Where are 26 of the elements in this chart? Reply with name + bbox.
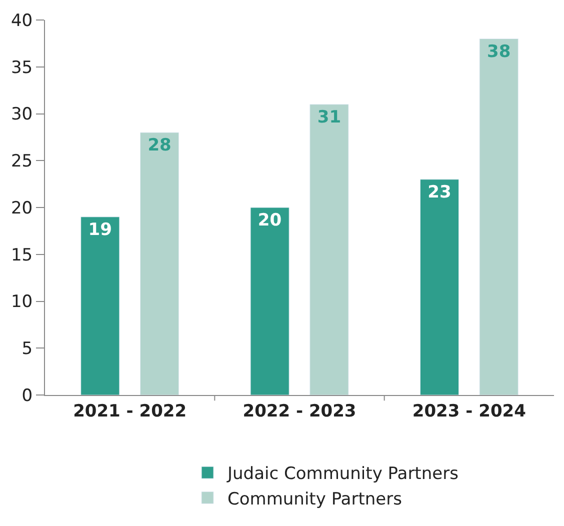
- bar: [420, 179, 460, 395]
- data-label: 28: [148, 136, 172, 156]
- x-tick-label: 2023 - 2024: [412, 401, 526, 422]
- data-label: 31: [317, 107, 342, 128]
- x-tick-label: 2022 - 2023: [242, 401, 356, 422]
- y-tick-label: 30: [10, 104, 33, 125]
- y-tick-label: 20: [10, 198, 33, 218]
- y-tick-label: 40: [10, 10, 33, 31]
- bar: [80, 216, 120, 395]
- x-tick-label: 2021 - 2022: [73, 401, 187, 422]
- y-tick-label: 25: [10, 152, 33, 172]
- y-tick-label: 10: [10, 292, 33, 312]
- bar: [250, 207, 290, 395]
- y-tick-label: 0: [22, 386, 33, 406]
- data-label: 20: [258, 210, 282, 230]
- data-label: 23: [428, 182, 452, 202]
- bar: [310, 104, 349, 395]
- bar: [479, 38, 518, 395]
- legend-label: Community Partners: [228, 489, 402, 510]
- y-tick-label: 15: [10, 245, 33, 266]
- data-label: 19: [88, 220, 112, 240]
- legend-label: Judaic Community Partners: [226, 464, 459, 484]
- y-tick-label: 35: [10, 58, 33, 78]
- data-label: 38: [487, 42, 511, 62]
- bar: [140, 132, 180, 395]
- y-tick-label: 5: [22, 339, 33, 360]
